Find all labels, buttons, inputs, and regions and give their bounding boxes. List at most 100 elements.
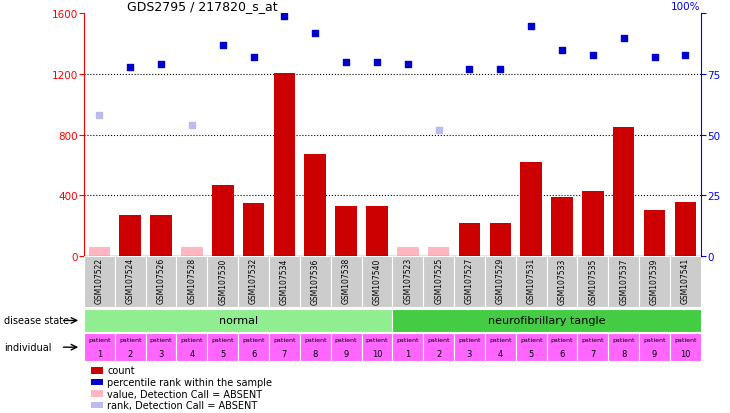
Text: individual: individual xyxy=(4,342,51,352)
Text: 5: 5 xyxy=(220,349,226,358)
Bar xyxy=(608,333,639,361)
Point xyxy=(464,67,475,74)
Bar xyxy=(485,256,515,308)
Text: patient: patient xyxy=(396,337,419,342)
Text: GSM107529: GSM107529 xyxy=(496,258,505,304)
Text: 4: 4 xyxy=(498,349,503,358)
Text: patient: patient xyxy=(643,337,666,342)
Bar xyxy=(428,248,450,256)
Text: patient: patient xyxy=(212,337,234,342)
Bar xyxy=(423,256,454,308)
Point xyxy=(340,59,352,66)
Bar xyxy=(212,185,234,256)
Text: 100%: 100% xyxy=(672,2,701,12)
Point xyxy=(279,14,291,20)
Point xyxy=(618,35,629,42)
Point xyxy=(587,52,599,59)
Text: GSM107541: GSM107541 xyxy=(681,258,690,304)
Text: GSM107534: GSM107534 xyxy=(280,258,289,304)
Bar xyxy=(577,256,608,308)
Text: patient: patient xyxy=(335,337,358,342)
Bar xyxy=(520,162,542,256)
Point xyxy=(433,127,445,134)
Bar xyxy=(423,333,454,361)
Text: 2: 2 xyxy=(128,349,133,358)
Text: patient: patient xyxy=(242,337,265,342)
Text: 4: 4 xyxy=(189,349,194,358)
Text: normal: normal xyxy=(218,316,258,326)
Bar xyxy=(675,202,696,256)
Text: GSM107537: GSM107537 xyxy=(619,258,629,304)
Bar xyxy=(274,74,295,256)
Bar xyxy=(454,333,485,361)
Text: GSM107538: GSM107538 xyxy=(342,258,350,304)
Bar xyxy=(238,256,269,308)
Text: GSM107533: GSM107533 xyxy=(558,258,566,304)
Bar xyxy=(84,333,115,361)
Bar xyxy=(397,248,418,256)
Bar xyxy=(150,215,172,256)
Bar xyxy=(670,333,701,361)
Text: GSM107532: GSM107532 xyxy=(249,258,258,304)
Bar xyxy=(269,256,300,308)
Bar xyxy=(269,333,300,361)
Point xyxy=(247,55,259,61)
Bar xyxy=(490,223,511,256)
Bar xyxy=(115,333,145,361)
Point xyxy=(310,31,321,37)
Point xyxy=(526,23,537,30)
Bar xyxy=(485,333,515,361)
Text: patient: patient xyxy=(150,337,172,342)
Bar xyxy=(207,256,238,308)
Text: patient: patient xyxy=(88,337,111,342)
Bar xyxy=(335,206,357,256)
Bar xyxy=(207,333,238,361)
Bar xyxy=(300,256,331,308)
Text: value, Detection Call = ABSENT: value, Detection Call = ABSENT xyxy=(107,389,263,399)
Text: patient: patient xyxy=(273,337,296,342)
Text: patient: patient xyxy=(180,337,203,342)
Bar xyxy=(577,333,608,361)
Bar xyxy=(84,256,115,308)
Text: patient: patient xyxy=(489,337,512,342)
Bar xyxy=(582,191,604,256)
Text: count: count xyxy=(107,366,135,375)
Bar xyxy=(366,206,388,256)
Point xyxy=(649,55,661,61)
Text: 3: 3 xyxy=(158,349,164,358)
Text: 8: 8 xyxy=(621,349,626,358)
Bar xyxy=(393,333,423,361)
Bar xyxy=(670,256,701,308)
Text: 8: 8 xyxy=(312,349,318,358)
Bar xyxy=(458,223,480,256)
Text: GSM107530: GSM107530 xyxy=(218,258,227,304)
Bar xyxy=(361,333,393,361)
Text: GSM107539: GSM107539 xyxy=(650,258,659,304)
Point xyxy=(556,47,568,54)
Bar xyxy=(331,256,361,308)
Bar xyxy=(243,203,264,256)
Text: 5: 5 xyxy=(529,349,534,358)
Text: 9: 9 xyxy=(652,349,657,358)
Bar xyxy=(304,155,326,256)
Text: 7: 7 xyxy=(282,349,287,358)
Bar xyxy=(238,333,269,361)
Text: GSM107536: GSM107536 xyxy=(311,258,320,304)
Text: 3: 3 xyxy=(466,349,472,358)
Text: patient: patient xyxy=(458,337,481,342)
Point xyxy=(371,59,383,66)
Text: GSM107535: GSM107535 xyxy=(588,258,597,304)
Text: 1: 1 xyxy=(405,349,410,358)
Point xyxy=(155,62,167,69)
Text: GSM107527: GSM107527 xyxy=(465,258,474,304)
Bar xyxy=(515,333,547,361)
Point xyxy=(186,122,198,129)
Bar xyxy=(145,333,177,361)
Text: patient: patient xyxy=(427,337,450,342)
Text: 9: 9 xyxy=(344,349,349,358)
Text: 6: 6 xyxy=(251,349,256,358)
FancyBboxPatch shape xyxy=(393,309,701,332)
Text: GSM107540: GSM107540 xyxy=(372,258,382,304)
Bar xyxy=(608,256,639,308)
Text: patient: patient xyxy=(366,337,388,342)
